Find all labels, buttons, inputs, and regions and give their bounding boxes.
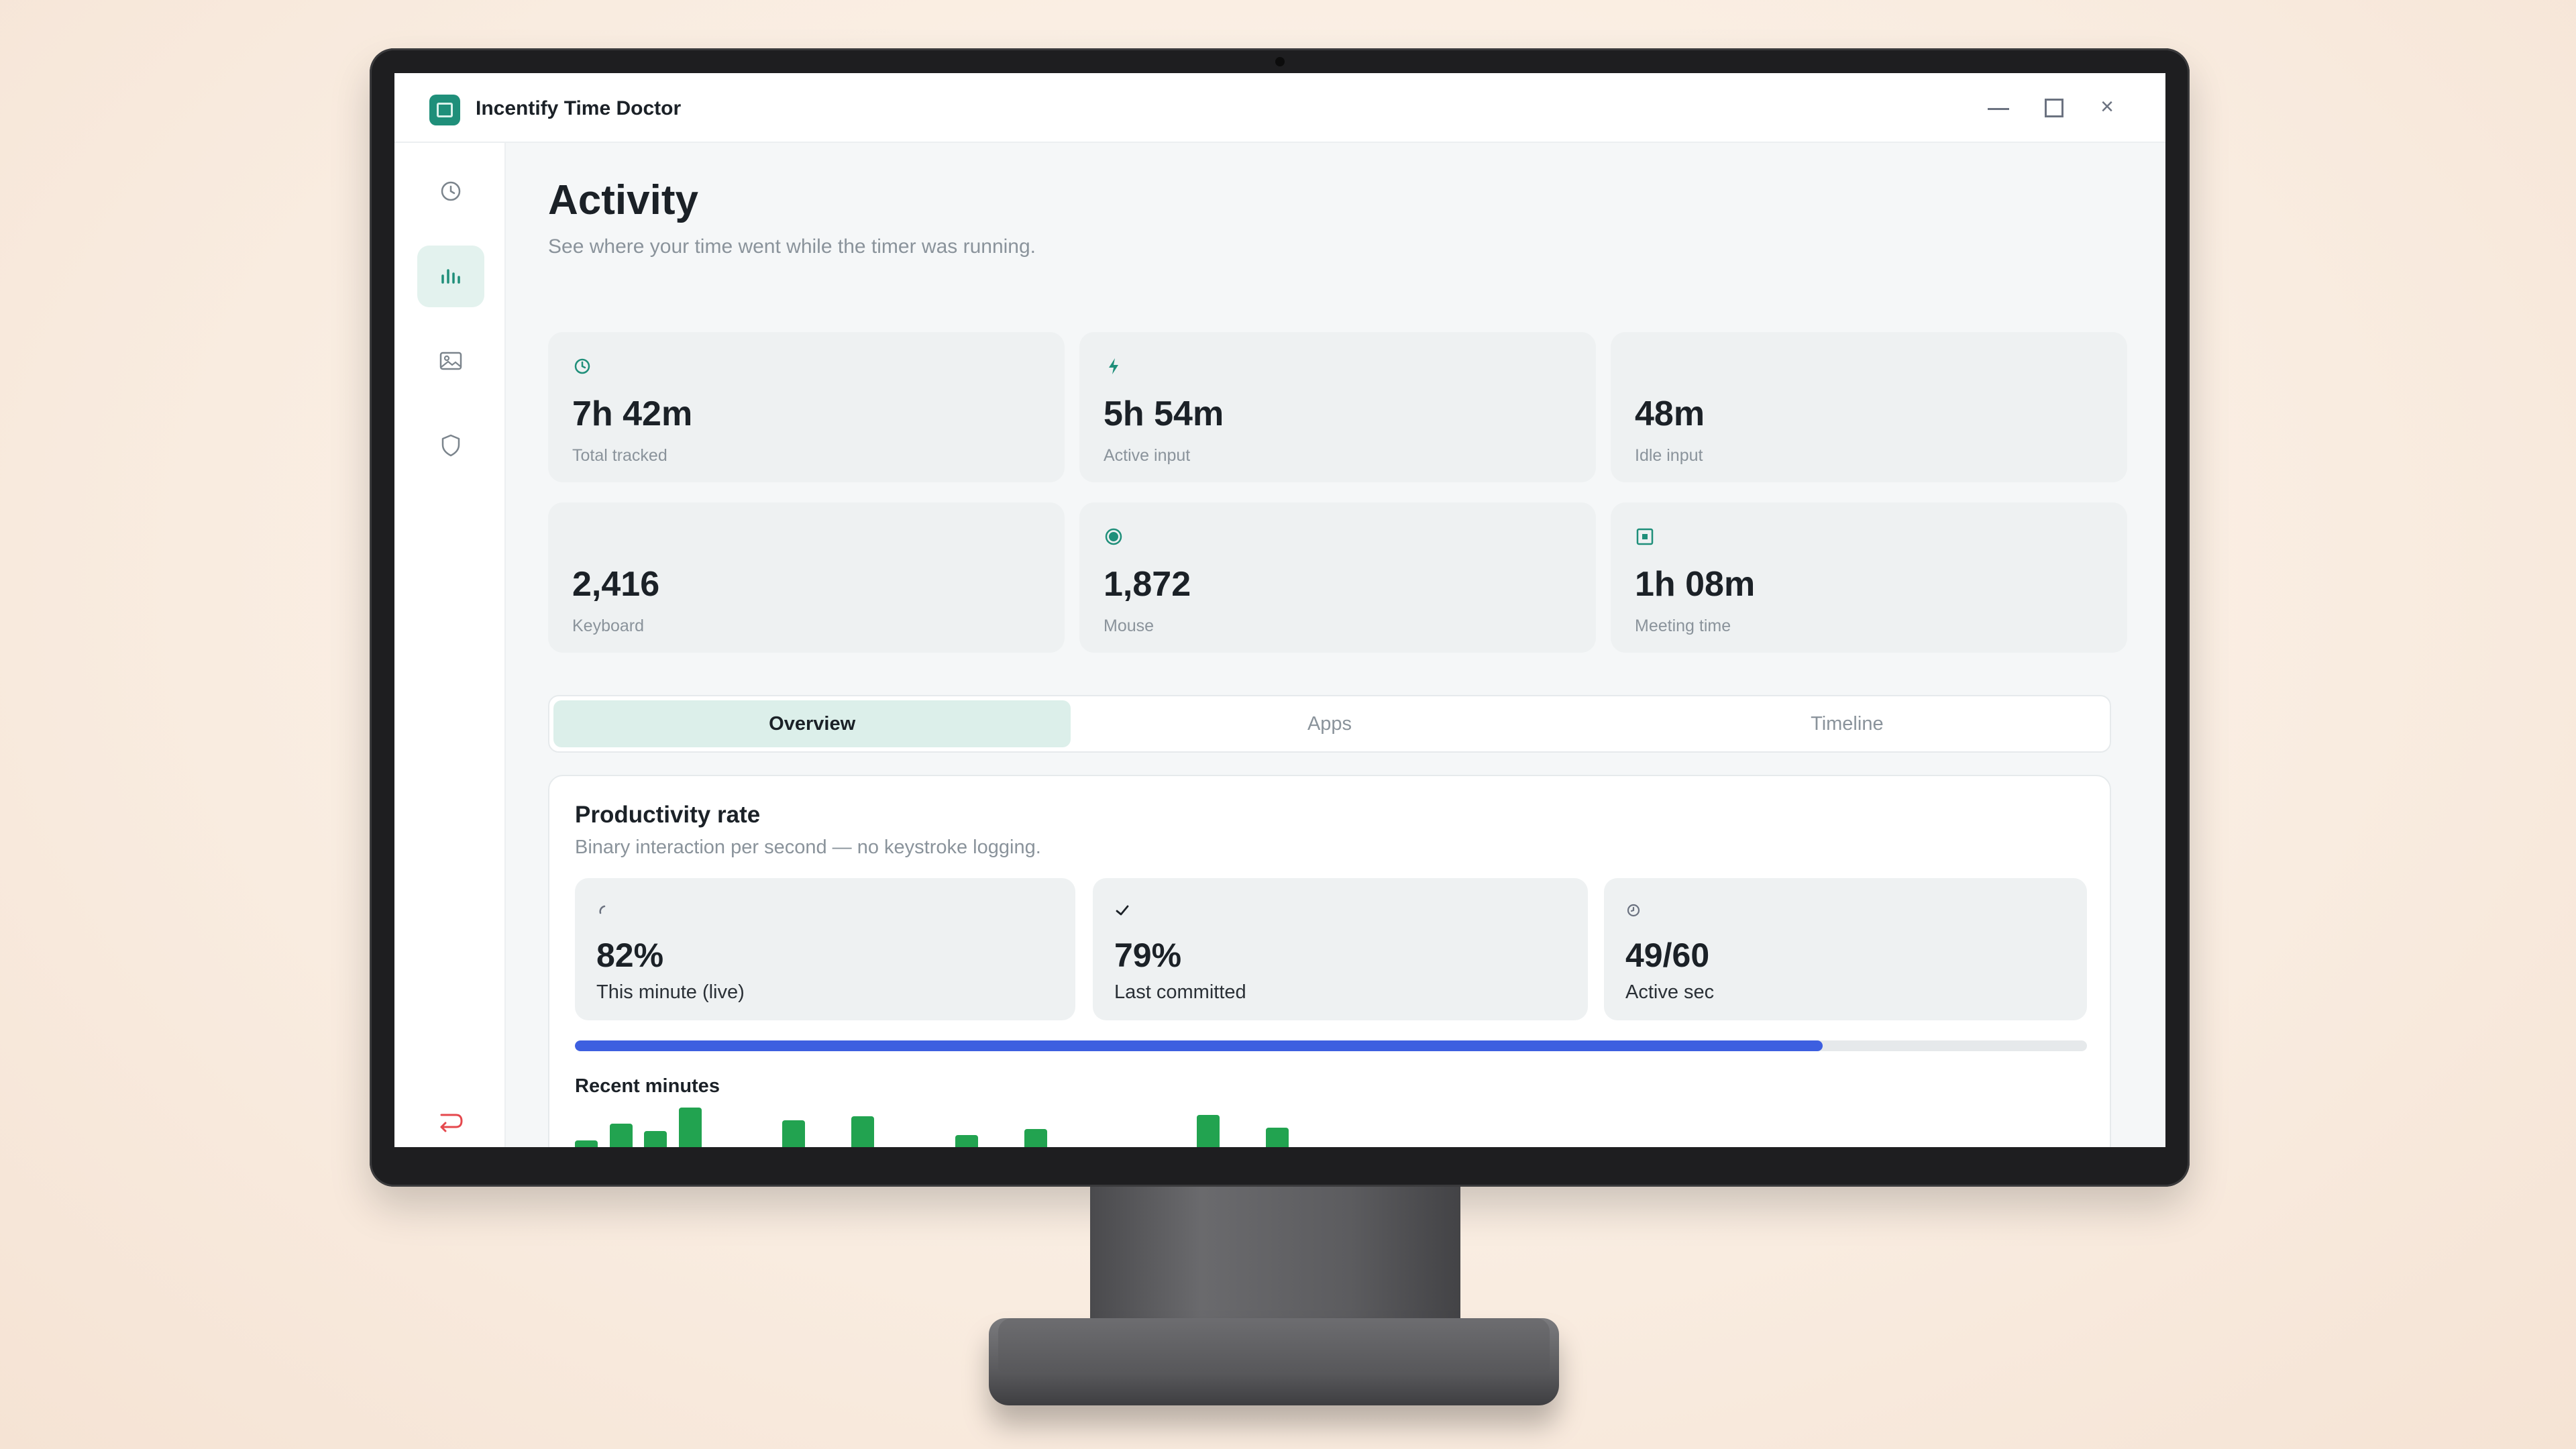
stat-card-active-input: 5h 54m Active input [1079, 332, 1596, 482]
meeting-square-icon [1636, 528, 1654, 545]
camera [1275, 57, 1285, 66]
recent-minute-bar [1024, 1129, 1047, 1147]
metric-label: Last committed [1114, 981, 1246, 1003]
title-bar: Incentify Time Doctor × [394, 73, 2165, 143]
progress-fill [575, 1040, 1823, 1051]
spinner-icon [599, 905, 606, 914]
metric-card-this-minute: 82% This minute (live) [575, 878, 1075, 1020]
stat-card-meeting-time: 1h 08m Meeting time [1611, 502, 2127, 653]
metric-label: This minute (live) [596, 981, 745, 1003]
shield-icon [441, 434, 460, 457]
stat-card-keyboard: 2,416 Keyboard [548, 502, 1065, 653]
productivity-panel: Productivity rate Binary interaction per… [548, 775, 2111, 1147]
stat-label: Idle input [1635, 446, 1703, 465]
recent-minute-bar [782, 1120, 805, 1147]
stat-label: Mouse [1104, 616, 1155, 635]
recent-minute-bar [575, 1140, 598, 1147]
recent-minute-bar [1197, 1115, 1220, 1147]
panel-title: Productivity rate [575, 802, 761, 828]
app-logo-icon [429, 95, 460, 125]
stat-value: 1,872 [1104, 565, 1191, 604]
mouse-dot-icon [1105, 528, 1122, 545]
logout-icon [440, 1114, 463, 1132]
recent-minutes-title: Recent minutes [575, 1075, 720, 1097]
recent-minutes-chart [575, 1108, 1313, 1147]
metric-card-last-committed: 79% Last committed [1093, 878, 1588, 1020]
maximize-button[interactable] [2039, 93, 2066, 120]
recent-minute-bar [851, 1116, 874, 1147]
recent-minute-bar [955, 1135, 978, 1147]
metric-label: Active sec [1625, 981, 1715, 1003]
main-content: Activity See where your time went while … [506, 143, 2165, 1147]
check-icon [1116, 905, 1129, 916]
stat-card-total-tracked: 7h 42m Total tracked [548, 332, 1065, 482]
productivity-progress-bar [575, 1040, 2087, 1051]
metric-value: 79% [1114, 936, 1182, 974]
close-button[interactable]: × [2100, 94, 2114, 119]
stat-card-idle-input: 48m Idle input [1611, 332, 2127, 482]
sidebar-item-privacy[interactable] [417, 415, 484, 476]
bolt-icon [1109, 358, 1118, 374]
sidebar-item-timer[interactable] [417, 160, 484, 222]
app-window: Incentify Time Doctor × Act [394, 73, 2165, 1147]
stat-value: 5h 54m [1104, 394, 1224, 433]
sidebar [394, 143, 506, 1147]
clock-icon [441, 181, 461, 201]
metric-card-active-sec: 49/60 Active sec [1604, 878, 2087, 1020]
recent-minute-bar [679, 1108, 702, 1147]
activity-tabs: Overview Apps Timeline [548, 695, 2111, 753]
tab-apps[interactable]: Apps [1307, 712, 1352, 735]
timer-icon [1627, 904, 1640, 917]
stat-label: Active input [1104, 446, 1191, 465]
minimize-button[interactable] [1984, 93, 2011, 120]
clock-icon [574, 358, 590, 374]
stat-label: Keyboard [572, 616, 645, 635]
recent-minute-bar [1266, 1128, 1289, 1147]
stat-card-mouse: 1,872 Mouse [1079, 502, 1596, 653]
stat-value: 48m [1635, 394, 1705, 433]
sidebar-item-screenshots[interactable] [417, 330, 484, 392]
sidebar-item-logout[interactable] [417, 1090, 484, 1147]
bar-chart-icon [441, 269, 460, 284]
stat-value: 7h 42m [572, 394, 693, 433]
metric-value: 49/60 [1625, 936, 1710, 974]
sidebar-item-activity[interactable] [417, 246, 484, 307]
monitor-stand-neck [1090, 1187, 1460, 1341]
monitor-frame: Incentify Time Doctor × Act [370, 48, 2190, 1187]
app-title: Incentify Time Doctor [476, 97, 682, 119]
panel-subtitle: Binary interaction per second — no keyst… [575, 837, 1041, 858]
monitor-stand-base-top [998, 1318, 1550, 1372]
page-subtitle: See where your time went while the timer… [548, 235, 1036, 258]
image-icon [439, 352, 462, 370]
stat-value: 2,416 [572, 565, 660, 604]
recent-minute-bar [610, 1124, 633, 1147]
metric-value: 82% [596, 936, 664, 974]
stat-label: Meeting time [1635, 616, 1731, 635]
tab-overview[interactable]: Overview [553, 700, 1071, 747]
stat-label: Total tracked [572, 446, 667, 465]
stat-value: 1h 08m [1635, 565, 1756, 604]
tab-timeline[interactable]: Timeline [1811, 712, 1884, 735]
recent-minute-bar [644, 1131, 667, 1147]
page-title: Activity [548, 177, 698, 223]
